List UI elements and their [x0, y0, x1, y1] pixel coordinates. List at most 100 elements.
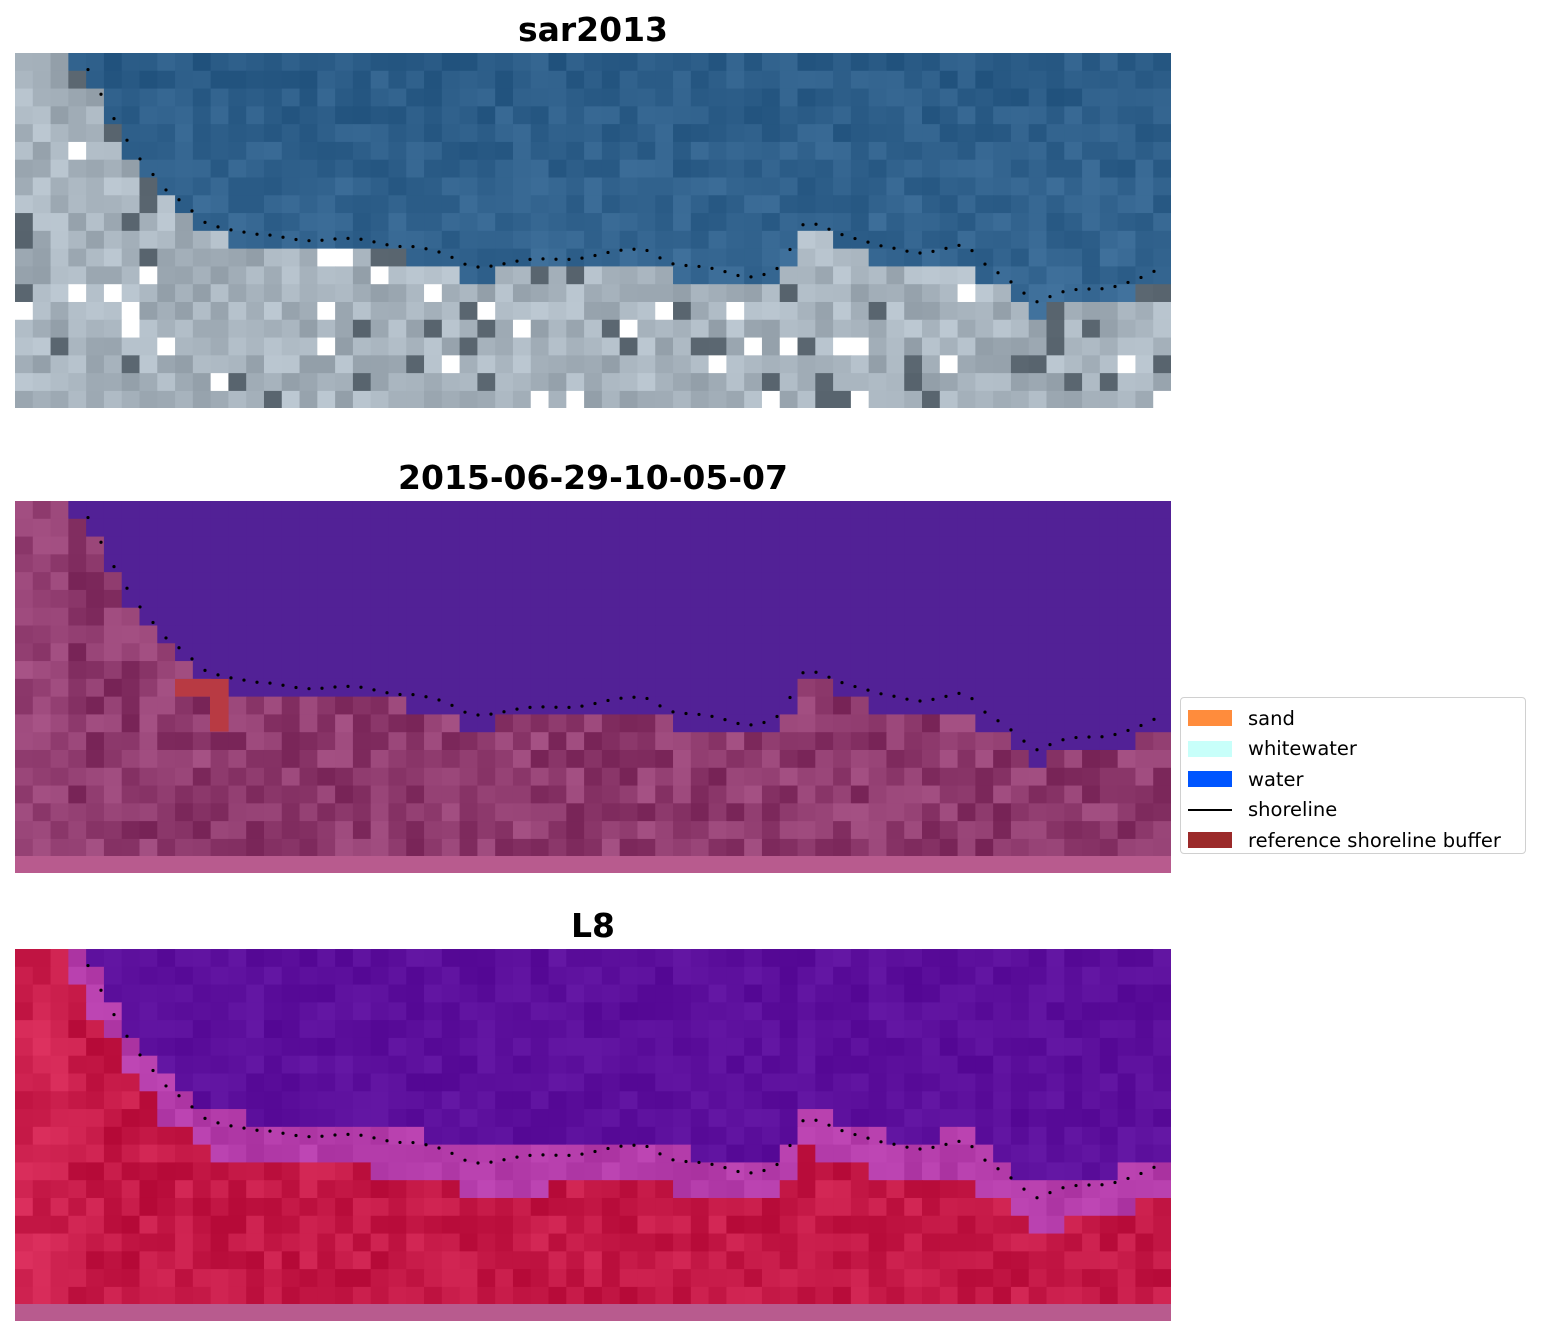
shoreline-point — [554, 1153, 558, 1157]
shoreline-point — [528, 705, 532, 709]
shoreline-point — [1152, 1165, 1156, 1169]
shoreline-point — [385, 691, 389, 695]
shoreline-point — [463, 262, 467, 266]
legend-item-shoreline: shoreline — [1188, 795, 1517, 826]
shoreline-point — [658, 1152, 662, 1156]
shoreline-point — [294, 237, 298, 242]
shoreline-point — [931, 1145, 935, 1149]
shoreline-point — [593, 253, 597, 258]
whitewater-swatch — [1188, 740, 1232, 757]
shoreline-point — [333, 237, 337, 241]
shoreline-point — [1061, 1186, 1065, 1190]
shoreline-point — [697, 264, 701, 269]
shoreline-point — [580, 1152, 584, 1156]
shoreline-line-marker — [1188, 808, 1232, 811]
shoreline-point — [1100, 735, 1104, 739]
shoreline-point — [268, 233, 272, 237]
shoreline-point — [918, 699, 922, 703]
shoreline-point — [1087, 735, 1091, 739]
shoreline-point — [827, 1123, 831, 1127]
shoreline-point — [645, 696, 649, 701]
shoreline-point — [1152, 717, 1156, 721]
shoreline-point — [203, 1116, 207, 1120]
shoreline-point — [593, 1149, 597, 1154]
shoreline-point — [307, 239, 311, 243]
shoreline-point — [762, 272, 766, 277]
shoreline-point — [320, 238, 324, 242]
shoreline-trace — [86, 67, 1156, 304]
shoreline-point — [1087, 287, 1091, 291]
shoreline-point — [476, 265, 480, 269]
shoreline-point — [541, 257, 545, 261]
shoreline-point — [892, 246, 896, 250]
shoreline-point — [736, 721, 740, 726]
shoreline-point — [762, 720, 766, 725]
shoreline-point — [1022, 1187, 1026, 1191]
shoreline-point — [216, 1121, 220, 1125]
shoreline-point — [450, 1151, 454, 1155]
shoreline-point — [138, 157, 142, 161]
shoreline-point — [1061, 738, 1065, 742]
shoreline-point — [710, 1162, 714, 1167]
shoreline-point — [1139, 723, 1143, 728]
shoreline-point — [1074, 1183, 1078, 1188]
shoreline-point — [333, 1133, 337, 1137]
shoreline-point — [580, 704, 584, 708]
shoreline-point — [996, 271, 1000, 275]
shoreline-point — [866, 240, 870, 244]
shoreline-point — [697, 1160, 701, 1165]
legend-item-reference-shoreline-buffer: reference shoreline buffer — [1188, 825, 1517, 856]
shoreline-point — [1048, 743, 1052, 747]
shoreline-point — [398, 244, 402, 249]
shoreline-point — [554, 257, 558, 261]
shoreline-point — [112, 117, 116, 121]
shoreline-point — [710, 266, 714, 271]
legend-item-sand: sand — [1188, 703, 1517, 734]
shoreline-point — [307, 687, 311, 691]
shoreline-point — [281, 235, 285, 239]
shoreline-point — [255, 680, 259, 684]
shoreline-point — [853, 236, 857, 241]
shoreline-point — [99, 988, 103, 992]
shoreline-point — [411, 1141, 415, 1145]
shoreline-point — [333, 685, 337, 689]
shoreline-point — [346, 236, 350, 240]
shoreline-point — [723, 269, 727, 274]
shoreline-point — [320, 686, 324, 690]
shoreline-point — [359, 1133, 363, 1137]
shoreline-point — [1100, 287, 1104, 291]
shoreline-point — [281, 683, 285, 687]
shoreline-point — [1022, 739, 1026, 743]
shoreline-point — [814, 670, 818, 674]
panel-title-date: 2015-06-29-10-05-07 — [398, 458, 788, 497]
shoreline-point — [918, 251, 922, 255]
legend-label-whitewater: whitewater — [1248, 737, 1357, 761]
shoreline-point — [840, 233, 844, 237]
shoreline-point — [983, 262, 987, 266]
shoreline-point — [1009, 280, 1013, 284]
shoreline-point — [190, 1105, 194, 1109]
shoreline-point — [658, 704, 662, 708]
shoreline-point — [983, 1158, 987, 1162]
shoreline-point — [437, 1146, 441, 1150]
shoreline-point — [463, 710, 467, 714]
shoreline-point — [372, 1136, 376, 1140]
shoreline-point — [86, 515, 90, 520]
shoreline-point — [970, 697, 974, 701]
shoreline-point — [398, 1140, 402, 1145]
shoreline-point — [1139, 275, 1143, 280]
satellite-image-rgb — [15, 53, 1171, 408]
shoreline-point — [450, 703, 454, 707]
shoreline-point — [892, 1142, 896, 1146]
reference-buffer-cell — [210, 679, 229, 732]
legend-label-sand: sand — [1248, 706, 1295, 730]
shoreline-point — [918, 1147, 922, 1151]
shoreline-point — [151, 1068, 155, 1073]
legend-label-water: water — [1248, 767, 1304, 791]
shoreline-point — [827, 675, 831, 679]
rgb-image-canvas — [15, 53, 1171, 408]
shoreline-point — [905, 249, 909, 253]
shoreline-point — [593, 701, 597, 706]
buffer-swatch — [1188, 832, 1232, 849]
shoreline-point — [177, 646, 181, 650]
